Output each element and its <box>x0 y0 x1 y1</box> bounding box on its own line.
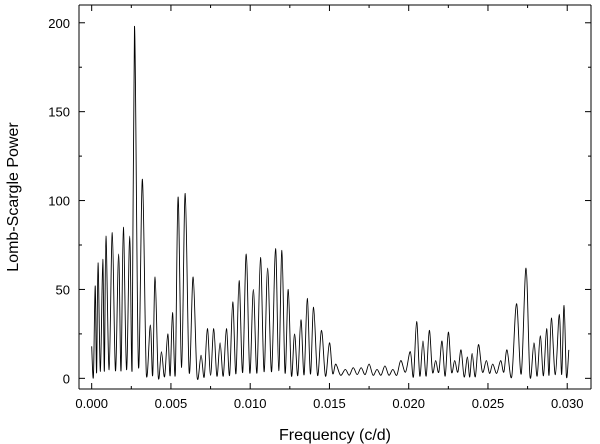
y-tick-label: 200 <box>48 16 70 31</box>
y-tick-label: 50 <box>56 282 70 297</box>
x-tick-label: 0.015 <box>313 396 346 411</box>
x-tick-label: 0.030 <box>551 396 584 411</box>
ticks <box>79 5 591 389</box>
y-tick-label: 150 <box>48 105 70 120</box>
x-tick-label: 0.010 <box>234 396 267 411</box>
x-tick-label: 0.000 <box>75 396 108 411</box>
plot-frame <box>78 4 592 390</box>
y-tick-label: 0 <box>63 371 70 386</box>
y-tick-label: 100 <box>48 194 70 209</box>
series-layer <box>91 25 570 380</box>
y-axis-title: Lomb-Scargle Power <box>5 122 22 272</box>
x-tick-label: 0.020 <box>392 396 425 411</box>
x-tick-label: 0.005 <box>155 396 188 411</box>
x-axis-title: Frequency (c/d) <box>279 427 391 444</box>
series-line <box>91 25 570 380</box>
tick-labels: 0.000 0.005 0.010 0.015 0.020 0.025 0.030 0 50 10… <box>48 16 583 411</box>
x-tick-label: 0.025 <box>472 396 505 411</box>
